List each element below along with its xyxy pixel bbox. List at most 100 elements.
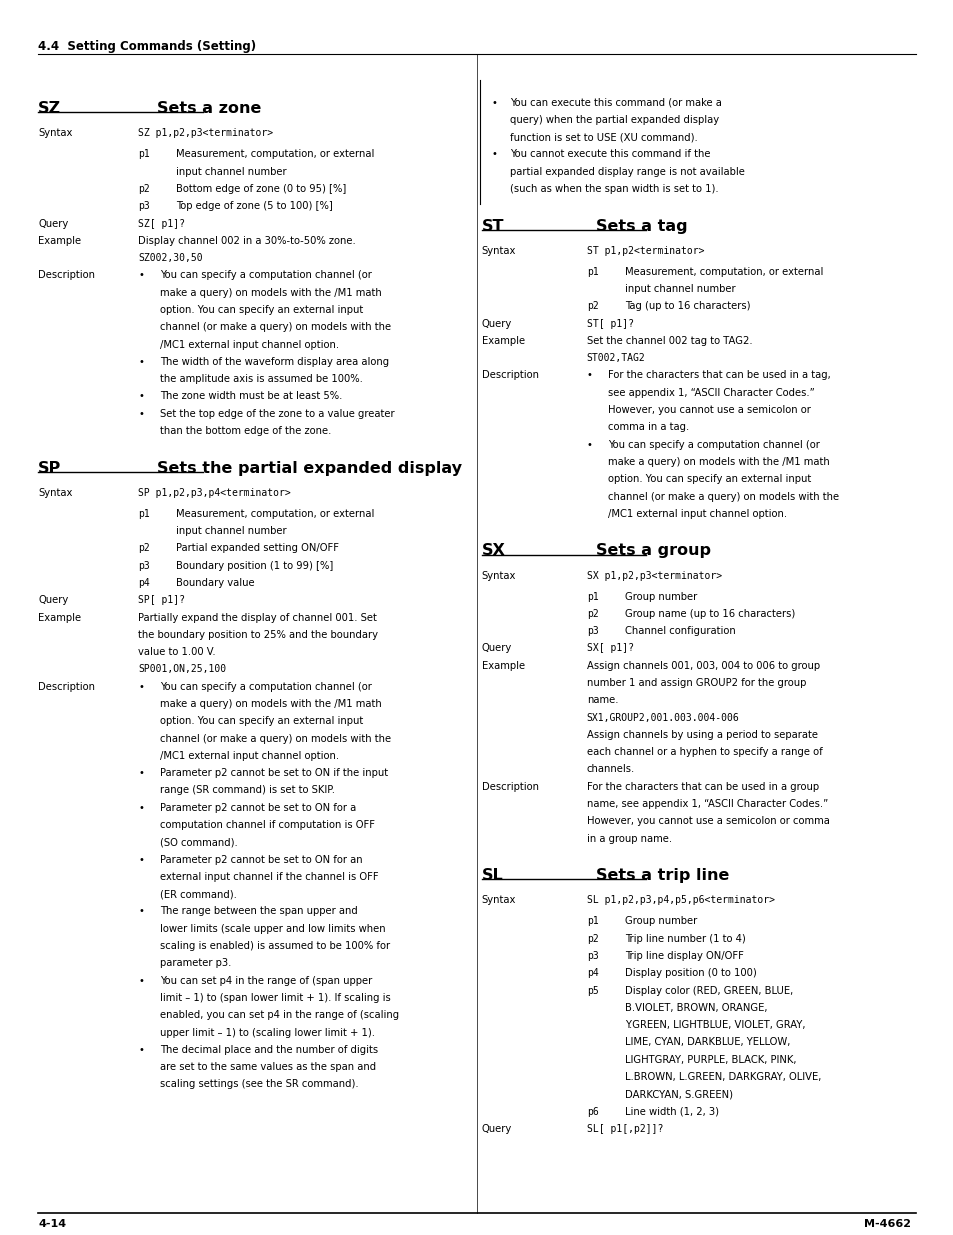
Text: SZ[ p1]?: SZ[ p1]? [138,219,185,228]
Text: LIME, CYAN, DARKBLUE, YELLOW,: LIME, CYAN, DARKBLUE, YELLOW, [624,1037,789,1047]
Text: Tag (up to 16 characters): Tag (up to 16 characters) [624,301,750,311]
Text: SZ p1,p2,p3<terminator>: SZ p1,p2,p3<terminator> [138,128,274,138]
Text: see appendix 1, “ASCII Character Codes.”: see appendix 1, “ASCII Character Codes.” [607,388,814,398]
Text: Set the top edge of the zone to a value greater: Set the top edge of the zone to a value … [160,409,395,419]
Text: the boundary position to 25% and the boundary: the boundary position to 25% and the bou… [138,630,378,640]
Text: Parameter p2 cannot be set to ON for a: Parameter p2 cannot be set to ON for a [160,803,356,813]
Text: (such as when the span width is set to 1).: (such as when the span width is set to 1… [510,184,719,194]
Text: SP: SP [38,461,61,475]
Text: channel (or make a query) on models with the: channel (or make a query) on models with… [160,322,391,332]
Text: partial expanded display range is not available: partial expanded display range is not av… [510,167,744,177]
Text: p1: p1 [138,509,150,519]
Text: •: • [138,803,144,813]
Text: You can specify a computation channel (or: You can specify a computation channel (o… [607,440,819,450]
Text: function is set to USE (XU command).: function is set to USE (XU command). [510,132,698,142]
Text: p2: p2 [138,543,150,553]
Text: •: • [138,906,144,916]
Text: M-4662: M-4662 [863,1219,910,1229]
Text: enabled, you can set p4 in the range of (scaling: enabled, you can set p4 in the range of … [160,1010,399,1020]
Text: L.BROWN, L.GREEN, DARKGRAY, OLIVE,: L.BROWN, L.GREEN, DARKGRAY, OLIVE, [624,1072,821,1082]
Text: SP001,ON,25,100: SP001,ON,25,100 [138,664,226,674]
Text: make a query) on models with the /M1 math: make a query) on models with the /M1 mat… [607,457,828,467]
Text: SX p1,p2,p3<terminator>: SX p1,p2,p3<terminator> [586,571,721,580]
Text: number 1 and assign GROUP2 for the group: number 1 and assign GROUP2 for the group [586,678,805,688]
Text: 4-14: 4-14 [38,1219,66,1229]
Text: However, you cannot use a semicolon or comma: However, you cannot use a semicolon or c… [586,816,829,826]
Text: •: • [138,682,144,692]
Text: Syntax: Syntax [481,246,516,256]
Text: B.VIOLET, BROWN, ORANGE,: B.VIOLET, BROWN, ORANGE, [624,1003,766,1013]
Text: •: • [138,1045,144,1055]
Text: Group number: Group number [624,916,697,926]
Text: p1: p1 [586,267,598,277]
Text: SP p1,p2,p3,p4<terminator>: SP p1,p2,p3,p4<terminator> [138,488,291,498]
Text: p2: p2 [586,609,598,619]
Text: You can specify a computation channel (or: You can specify a computation channel (o… [160,270,372,280]
Text: •: • [138,976,144,986]
Text: Syntax: Syntax [481,895,516,905]
Text: Syntax: Syntax [38,488,72,498]
Text: p1: p1 [586,592,598,601]
Text: range (SR command) is set to SKIP.: range (SR command) is set to SKIP. [160,785,335,795]
Text: option. You can specify an external input: option. You can specify an external inpu… [607,474,810,484]
Text: ST: ST [481,219,504,233]
Text: SL: SL [481,868,503,883]
Text: limit – 1) to (span lower limit + 1). If scaling is: limit – 1) to (span lower limit + 1). If… [160,993,391,1003]
Text: Y.GREEN, LIGHTBLUE, VIOLET, GRAY,: Y.GREEN, LIGHTBLUE, VIOLET, GRAY, [624,1020,804,1030]
Text: Display channel 002 in a 30%-to-50% zone.: Display channel 002 in a 30%-to-50% zone… [138,236,355,246]
Text: You can set p4 in the range of (span upper: You can set p4 in the range of (span upp… [160,976,372,986]
Text: p4: p4 [586,968,598,978]
Text: ST p1,p2<terminator>: ST p1,p2<terminator> [586,246,703,256]
Text: value to 1.00 V.: value to 1.00 V. [138,647,215,657]
Text: p2: p2 [586,301,598,311]
Text: /MC1 external input channel option.: /MC1 external input channel option. [607,509,786,519]
Text: p2: p2 [586,934,598,944]
Text: scaling settings (see the SR command).: scaling settings (see the SR command). [160,1079,358,1089]
Text: Query: Query [481,643,512,653]
Text: Set the channel 002 tag to TAG2.: Set the channel 002 tag to TAG2. [586,336,752,346]
Text: scaling is enabled) is assumed to be 100% for: scaling is enabled) is assumed to be 100… [160,941,390,951]
Text: Bottom edge of zone (0 to 95) [%]: Bottom edge of zone (0 to 95) [%] [176,184,346,194]
Text: Syntax: Syntax [38,128,72,138]
Text: You can specify a computation channel (or: You can specify a computation channel (o… [160,682,372,692]
Text: Line width (1, 2, 3): Line width (1, 2, 3) [624,1107,719,1116]
Text: Assign channels by using a period to separate: Assign channels by using a period to sep… [586,730,817,740]
Text: computation channel if computation is OFF: computation channel if computation is OF… [160,820,375,830]
Text: (SO command).: (SO command). [160,837,237,847]
Text: SL p1,p2,p3,p4,p5,p6<terminator>: SL p1,p2,p3,p4,p5,p6<terminator> [586,895,774,905]
Text: SP[ p1]?: SP[ p1]? [138,595,185,605]
Text: in a group name.: in a group name. [586,834,671,844]
Text: Top edge of zone (5 to 100) [%]: Top edge of zone (5 to 100) [%] [176,201,333,211]
Text: Display color (RED, GREEN, BLUE,: Display color (RED, GREEN, BLUE, [624,986,792,995]
Text: •: • [138,270,144,280]
Text: SX1,GROUP2,001.003.004-006: SX1,GROUP2,001.003.004-006 [586,713,739,722]
Text: •: • [138,855,144,864]
Text: However, you cannot use a semicolon or: However, you cannot use a semicolon or [607,405,810,415]
Text: Measurement, computation, or external: Measurement, computation, or external [176,509,375,519]
Text: Parameter p2 cannot be set to ON for an: Parameter p2 cannot be set to ON for an [160,855,362,864]
Text: p5: p5 [586,986,598,995]
Text: You cannot execute this command if the: You cannot execute this command if the [510,149,710,159]
Text: Parameter p2 cannot be set to ON if the input: Parameter p2 cannot be set to ON if the … [160,768,388,778]
Text: SZ: SZ [38,101,61,116]
Text: You can execute this command (or make a: You can execute this command (or make a [510,98,721,107]
Text: •: • [138,768,144,778]
Text: input channel number: input channel number [176,526,287,536]
Text: ST002,TAG2: ST002,TAG2 [586,353,645,363]
Text: Example: Example [481,661,524,671]
Text: Description: Description [481,370,538,380]
Text: external input channel if the channel is OFF: external input channel if the channel is… [160,872,378,882]
Text: p2: p2 [138,184,150,194]
Text: Display position (0 to 100): Display position (0 to 100) [624,968,756,978]
Text: Group name (up to 16 characters): Group name (up to 16 characters) [624,609,794,619]
Text: make a query) on models with the /M1 math: make a query) on models with the /M1 mat… [160,699,381,709]
Text: Trip line number (1 to 4): Trip line number (1 to 4) [624,934,745,944]
Text: input channel number: input channel number [624,284,735,294]
Text: SX: SX [481,543,505,558]
Text: Syntax: Syntax [481,571,516,580]
Text: channel (or make a query) on models with the: channel (or make a query) on models with… [160,734,391,743]
Text: Measurement, computation, or external: Measurement, computation, or external [176,149,375,159]
Text: Trip line display ON/OFF: Trip line display ON/OFF [624,951,743,961]
Text: LIGHTGRAY, PURPLE, BLACK, PINK,: LIGHTGRAY, PURPLE, BLACK, PINK, [624,1055,796,1065]
Text: p3: p3 [586,951,598,961]
